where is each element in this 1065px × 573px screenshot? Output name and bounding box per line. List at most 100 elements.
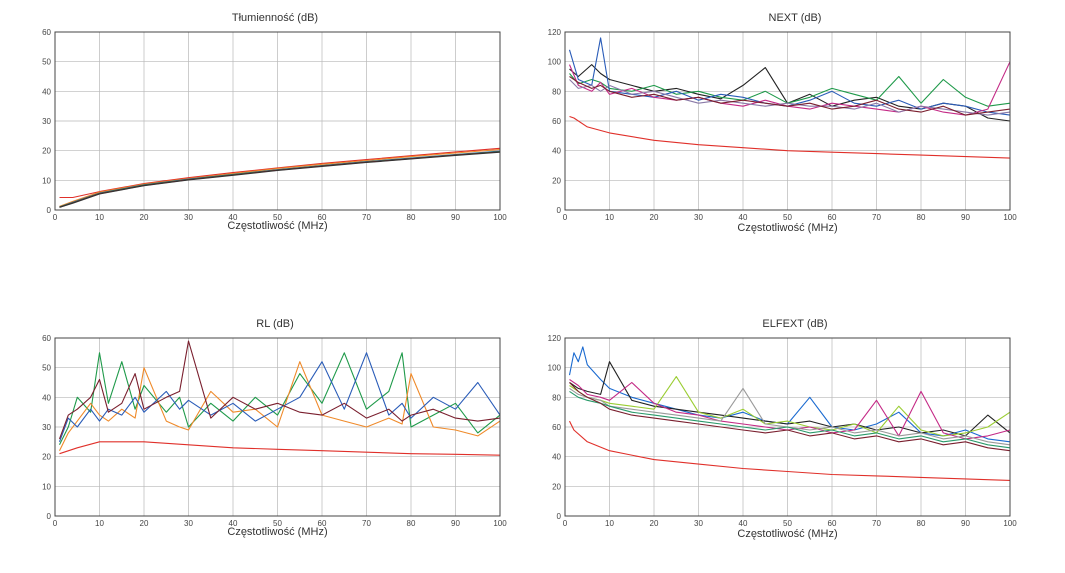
x-tick-label: 30 [694,213,703,222]
y-tick-label: 20 [552,176,561,185]
series-line [59,441,501,456]
chart-title: ELFEXT (dB) [762,318,828,330]
x-tick-label: 50 [273,519,282,528]
x-tick-label: 80 [407,213,416,222]
plot-frame [564,337,1011,517]
chart-next: 0 10 20 30 40 50 60 70 80 90 100 0 20 40 60 80 100 120 [548,28,1018,222]
y-tick-label: 20 [552,482,561,491]
y-tick-label: 20 [42,147,51,156]
x-axis-label: Częstotliwość (MHz) [227,526,328,538]
series-line [568,61,1011,116]
x-tick-label: 40 [739,519,748,528]
x-tick-label: 100 [1003,213,1017,222]
series-line [569,382,1011,452]
x-tick-label: 20 [140,519,149,528]
x-tick-label: 70 [362,519,371,528]
x-axis-label: Częstotliwość (MHz) [227,220,328,232]
chart-rl: 0 10 20 30 40 50 60 70 80 90 100 0 10 20 30 40 50 60 [42,334,507,528]
y-tick-label: 60 [552,423,561,432]
chart-panel-rl: RL (dB) 0 10 20 30 40 50 60 70 80 90 100 0 10 20 30 40 5… [0,314,520,564]
plot-frame [54,31,501,211]
y-tick-label: 60 [42,334,51,343]
series-line [569,379,1011,440]
x-tick-label: 0 [53,213,58,222]
x-tick-label: 50 [783,213,792,222]
x-axis-label: Częstotliwość (MHz) [737,528,838,540]
x-tick-label: 0 [563,519,568,528]
x-tick-label: 20 [140,213,149,222]
y-tick-label: 40 [552,453,561,462]
x-tick-label: 20 [650,213,659,222]
series-line [569,76,1011,116]
plot-frame [564,31,1011,211]
series-line [569,115,1011,159]
x-tick-label: 10 [605,519,614,528]
x-tick-label: 80 [917,519,926,528]
plot-frame [54,337,501,517]
x-tick-label: 10 [605,213,614,222]
x-tick-label: 40 [739,213,748,222]
y-tick-label: 10 [42,482,51,491]
y-tick-label: 100 [548,58,562,67]
x-tick-label: 30 [184,519,193,528]
series-line [58,340,501,440]
x-tick-label: 80 [917,213,926,222]
series-line [59,151,501,208]
chart-title: NEXT (dB) [768,12,822,24]
x-tick-label: 40 [229,213,238,222]
x-tick-label: 0 [563,213,568,222]
chart-panel-elfext: ELFEXT (dB) 0 10 20 30 40 50 60 70 80 90 100 0 20 40 6… [510,314,1030,564]
y-tick-label: 0 [47,206,52,215]
chart-elfext: 0 10 20 30 40 50 60 70 80 90 100 0 20 40 60 80 100 120 [548,334,1018,528]
y-tick-label: 120 [548,334,562,343]
x-tick-label: 60 [828,213,837,222]
y-tick-label: 40 [42,393,51,402]
series-line [569,387,1011,446]
y-tick-label: 40 [552,147,561,156]
y-tick-label: 20 [42,453,51,462]
y-tick-label: 40 [42,87,51,96]
x-tick-label: 60 [318,519,327,528]
x-tick-label: 90 [451,213,460,222]
x-tick-label: 60 [828,519,837,528]
y-tick-label: 30 [42,117,51,126]
y-tick-label: 50 [42,364,51,373]
series-line [59,148,501,207]
x-tick-label: 100 [1003,519,1017,528]
x-tick-label: 90 [451,519,460,528]
chart-panel-attenuation: Tłumienność (dB) 0 10 20 30 40 50 60 70 80 90 100 0… [0,8,520,258]
series-line [569,73,1011,107]
y-tick-label: 0 [557,512,562,521]
series-line [58,352,501,442]
y-tick-label: 60 [42,28,51,37]
x-tick-label: 60 [318,213,327,222]
x-tick-label: 40 [229,519,238,528]
y-tick-label: 60 [552,117,561,126]
x-tick-label: 50 [783,519,792,528]
x-tick-label: 100 [493,519,507,528]
y-tick-label: 80 [552,393,561,402]
y-tick-label: 100 [548,364,562,373]
chart-panel-next: NEXT (dB) 0 10 20 30 40 50 60 70 80 90 100 0 20 40 60 8… [510,8,1030,258]
x-tick-label: 70 [872,213,881,222]
x-axis-label: Częstotliwość (MHz) [737,222,838,234]
x-tick-label: 10 [95,519,104,528]
x-tick-label: 90 [961,519,970,528]
x-tick-label: 100 [493,213,507,222]
series-line [569,420,1011,481]
x-tick-label: 70 [872,519,881,528]
x-tick-label: 90 [961,213,970,222]
series-line [569,79,1011,116]
series-line [569,390,1011,449]
x-tick-label: 20 [650,519,659,528]
chart-title: RL (dB) [256,318,294,330]
x-tick-label: 80 [407,519,416,528]
x-tick-label: 30 [694,519,703,528]
y-tick-label: 50 [42,58,51,67]
series-line [59,147,501,199]
y-tick-label: 120 [548,28,562,37]
x-tick-label: 50 [273,213,282,222]
y-tick-label: 0 [47,512,52,521]
x-tick-label: 30 [184,213,193,222]
chart-attenuation: 0 10 20 30 40 50 60 70 80 90 100 0 10 20 30 40 50 60 [42,28,507,222]
